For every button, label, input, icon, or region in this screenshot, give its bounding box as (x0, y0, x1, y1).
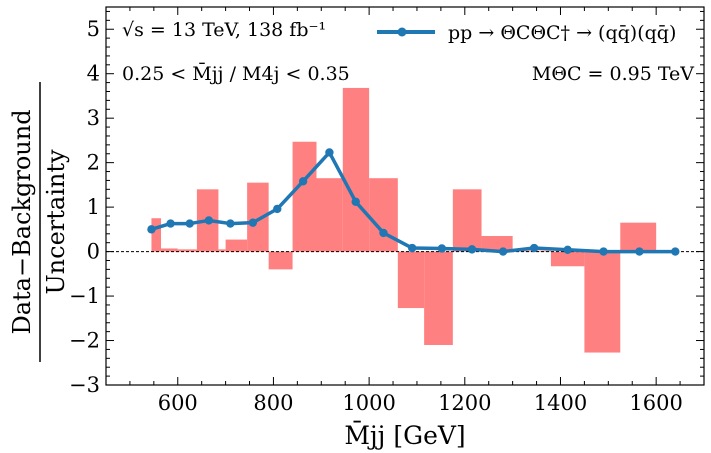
histogram-bar-19 (620, 222, 657, 252)
histogram-bars (151, 87, 657, 353)
plot-frame (105, 6, 705, 386)
y-axis-label-denominator: Uncertainty (42, 149, 70, 295)
signal-point-17 (599, 247, 608, 256)
legend-marker-swatch (397, 27, 407, 37)
legend: pp → ΘCΘC† → (qq̄)(qq̄) (377, 22, 676, 44)
histogram-bar-14 (452, 189, 482, 252)
y-tick-label: 2 (87, 151, 100, 175)
y-tick-label: −3 (69, 373, 100, 397)
histogram-bar-5 (225, 239, 248, 252)
y-tick-label: −1 (69, 284, 100, 308)
signal-point-3 (204, 216, 214, 225)
histogram-bar-15 (481, 236, 513, 252)
signal-point-9 (351, 197, 360, 206)
y-tick-label: 0 (87, 240, 100, 264)
histogram-bar-0 (151, 218, 162, 252)
tick-labels: 600 800 1000 1200 1400 1600 −3 −2 −1 0 1 2 3 4 5 (69, 17, 683, 415)
signal-point-8 (325, 148, 334, 157)
mass-annotation: MΘC = 0.95 TeV (532, 63, 694, 85)
signal-line-series (147, 148, 680, 256)
signal-point-12 (437, 244, 447, 253)
signal-point-7 (298, 177, 308, 186)
signal-point-18 (635, 247, 644, 256)
y-tick-label: 1 (87, 195, 100, 219)
histogram-bar-6 (247, 182, 269, 252)
histogram-bar-7 (268, 251, 293, 270)
signal-point-6 (273, 204, 282, 214)
histogram-bar-9 (316, 178, 343, 252)
energy-annotation: √s = 13 TeV, 138 fb⁻¹ (122, 19, 326, 41)
signal-point-0 (147, 225, 156, 234)
signal-point-19 (671, 247, 680, 256)
y-tick-label: 3 (87, 106, 100, 130)
signal-point-14 (498, 247, 508, 256)
x-tick-label: 800 (253, 391, 293, 415)
histogram-bar-1 (161, 248, 178, 252)
signal-point-10 (379, 228, 388, 238)
y-tick-label: 5 (87, 17, 100, 41)
signal-point-13 (467, 245, 477, 254)
y-axis-label: Data−Background Uncertainty (8, 82, 70, 362)
x-tick-label: 600 (158, 391, 198, 415)
signal-point-2 (185, 219, 194, 228)
signal-line (150, 150, 676, 254)
signal-point-15 (529, 243, 539, 253)
y-tick-label: −2 (69, 329, 100, 353)
y-axis-label-numerator: Data−Background (8, 109, 36, 334)
legend-label: pp → ΘCΘC† → (qq̄)(qq̄) (448, 22, 676, 44)
histogram-bar-2 (177, 249, 197, 252)
histogram-bar-4 (218, 249, 226, 252)
x-axis-label: M̄jj [GeV] (344, 421, 465, 450)
signal-point-11 (407, 243, 417, 253)
signal-point-4 (226, 219, 235, 228)
signal-point-1 (166, 219, 175, 228)
y-tick-label: 4 (87, 62, 100, 86)
histogram-bar-11 (369, 178, 398, 252)
histogram-bar-13 (424, 251, 453, 345)
x-tick-label: 1200 (438, 391, 491, 415)
histogram-bar-17 (550, 251, 585, 267)
histogram-bar-18 (584, 251, 621, 353)
x-tick-label: 1400 (534, 391, 587, 415)
cut-annotation: 0.25 < M̄jj / M4j < 0.35 (122, 62, 350, 85)
histogram-bar-10 (342, 87, 370, 252)
x-tick-label: 1000 (342, 391, 395, 415)
x-tick-label: 1600 (629, 391, 682, 415)
histogram-bar-8 (292, 141, 317, 252)
signal-point-16 (563, 245, 572, 255)
histogram-bar-12 (397, 251, 425, 309)
signal-point-5 (248, 218, 258, 227)
